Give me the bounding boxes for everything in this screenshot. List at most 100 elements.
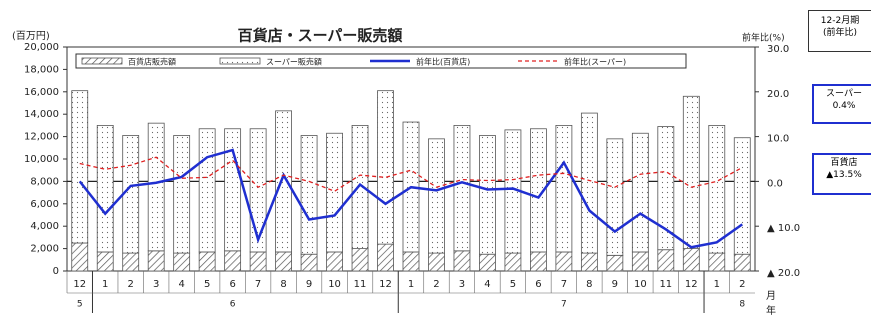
x-tick-label: 2: [739, 279, 745, 290]
summary-name: スーパー: [826, 89, 862, 99]
bar-segment: [326, 251, 343, 272]
y2-tick-label: 10.0: [767, 134, 789, 145]
bar-segment: [300, 253, 318, 272]
x-tick-label: 2: [433, 279, 439, 290]
x-tick-label: 6: [535, 279, 541, 290]
bar-segment: [530, 251, 547, 272]
legend-label: 前年比(百貨店): [416, 57, 470, 67]
x-tick-label: 9: [612, 279, 618, 290]
bar-segment: [300, 135, 318, 255]
x-tick-label: 11: [659, 279, 672, 290]
bar-segment: [530, 128, 547, 253]
x-tick-label: 1: [408, 279, 414, 290]
x-tick-label: 12: [685, 279, 698, 290]
summary-item: スーパー 0.4%: [812, 84, 871, 124]
bar-segment: [147, 250, 165, 272]
y-axis-title: (百万円): [12, 30, 50, 42]
year-label: 5: [77, 300, 83, 310]
bar-segment: [631, 132, 649, 253]
bar-segment: [479, 253, 496, 272]
y-tick-label: 4,000: [30, 221, 59, 232]
bar-segment: [147, 122, 165, 252]
y-tick-label: 8,000: [30, 176, 59, 187]
bar-segment: [377, 243, 394, 272]
bar-segment: [428, 138, 445, 254]
legend-swatch: [81, 57, 123, 65]
bar-segment: [733, 137, 751, 255]
bar-segment: [580, 252, 598, 272]
line-series: [78, 148, 743, 249]
x-tick-label: 12: [379, 279, 392, 290]
x-tick-label: 9: [306, 279, 312, 290]
x-tick-label: 5: [510, 279, 516, 290]
bar-segment: [71, 90, 89, 244]
y-tick-label: 16,000: [24, 87, 59, 98]
legend-swatch: [219, 57, 261, 65]
x-tick-label: 1: [714, 279, 720, 290]
bar-segment: [198, 251, 216, 272]
bar-segment: [631, 251, 649, 272]
bar-segment: [71, 242, 89, 272]
legend-label: スーパー販売額: [266, 57, 322, 67]
bar-segment: [326, 132, 343, 253]
bar-segment: [96, 125, 114, 253]
bar-segment: [173, 252, 191, 272]
y2-axis-title: 前年比(%): [742, 32, 785, 44]
x-tick-label: 4: [178, 279, 184, 290]
year-label: 6: [230, 300, 236, 310]
x-tick-label: 3: [459, 279, 465, 290]
y-tick-label: 6,000: [30, 199, 59, 210]
summary-value: ▲13.5%: [826, 170, 862, 180]
x-tick-label: 7: [561, 279, 567, 290]
legend-label: 百貨店販売額: [128, 57, 176, 67]
x-tick-label: 10: [634, 279, 647, 290]
bar-segment: [122, 135, 140, 254]
y-tick-label: 12,000: [24, 132, 59, 143]
bar-segment: [377, 90, 394, 245]
bar-segment: [224, 128, 242, 252]
y-tick-label: 10,000: [24, 154, 59, 165]
x-tick-label: 5: [204, 279, 210, 290]
bar-segment: [453, 125, 471, 252]
summary-item: 百貨店 ▲13.5%: [812, 153, 871, 195]
bar-segment: [504, 252, 522, 272]
y-tick-label: 14,000: [24, 109, 59, 120]
bar-segment: [453, 250, 471, 272]
chart-title: 百貨店・スーパー販売額: [238, 27, 403, 45]
summary-title: 12-2月期: [820, 16, 860, 26]
y2-tick-label: 30.0: [767, 44, 789, 55]
x-tick-label: 8: [586, 279, 592, 290]
x-tick-label: 3: [153, 279, 159, 290]
bar-segment: [479, 135, 496, 255]
bar-segment: [606, 254, 624, 272]
bar-segment: [275, 110, 292, 253]
x-axis-title: 月: [766, 290, 776, 302]
bar-segment: [173, 135, 191, 254]
summary-header: 12-2月期 (前年比): [808, 10, 871, 52]
legend-label: 前年比(スーパー): [564, 57, 626, 67]
x-axis-title: 年: [766, 304, 776, 317]
bar-segment: [657, 126, 675, 251]
y-tick-label: 20,000: [24, 42, 59, 53]
bar-segment: [249, 251, 267, 272]
y2-tick-label: ▲ 20.0: [767, 268, 800, 279]
summary-subtitle: (前年比): [822, 28, 858, 38]
year-label: 7: [561, 300, 567, 310]
x-tick-label: 8: [280, 279, 286, 290]
bar-segment: [275, 251, 292, 272]
summary-name: 百貨店: [830, 158, 858, 168]
x-tick-label: 1: [102, 279, 108, 290]
y-tick-label: 18,000: [24, 64, 59, 75]
summary-value: 0.4%: [832, 101, 856, 111]
year-label: 8: [739, 300, 745, 310]
bar-segment: [708, 125, 726, 254]
bar-segment: [580, 112, 598, 254]
y2-tick-label: 0.0: [767, 178, 783, 189]
bar-segment: [555, 251, 573, 272]
y-tick-label: 2,000: [30, 244, 59, 255]
x-tick-label: 11: [354, 279, 367, 290]
x-tick-label: 4: [484, 279, 490, 290]
bar-segment: [708, 252, 726, 272]
bar-segment: [122, 252, 140, 272]
